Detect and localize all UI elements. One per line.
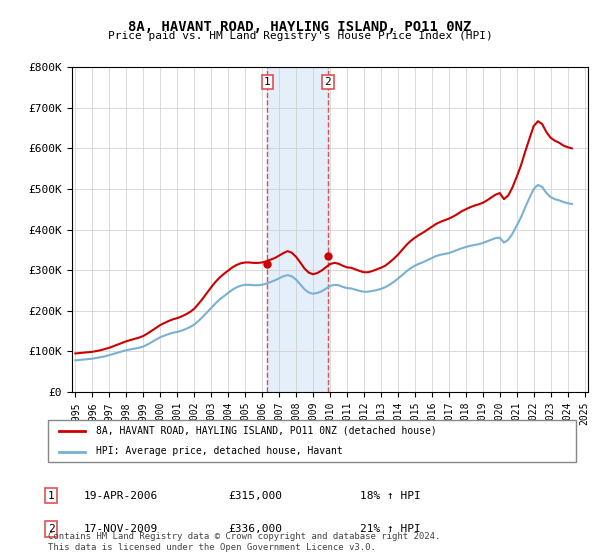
Text: Contains HM Land Registry data © Crown copyright and database right 2024.
This d: Contains HM Land Registry data © Crown c… <box>48 532 440 552</box>
Text: 1: 1 <box>264 77 271 87</box>
Bar <box>267 67 328 392</box>
Text: 17-NOV-2009: 17-NOV-2009 <box>84 524 158 534</box>
Text: 8A, HAVANT ROAD, HAYLING ISLAND, PO11 0NZ (detached house): 8A, HAVANT ROAD, HAYLING ISLAND, PO11 0N… <box>95 426 436 436</box>
Text: 1: 1 <box>47 491 55 501</box>
Text: 8A, HAVANT ROAD, HAYLING ISLAND, PO11 0NZ: 8A, HAVANT ROAD, HAYLING ISLAND, PO11 0N… <box>128 20 472 34</box>
Text: HPI: Average price, detached house, Havant: HPI: Average price, detached house, Hava… <box>95 446 342 456</box>
Text: 2: 2 <box>47 524 55 534</box>
Text: £315,000: £315,000 <box>228 491 282 501</box>
Text: 21% ↑ HPI: 21% ↑ HPI <box>360 524 421 534</box>
Text: £336,000: £336,000 <box>228 524 282 534</box>
Text: 18% ↑ HPI: 18% ↑ HPI <box>360 491 421 501</box>
Text: 19-APR-2006: 19-APR-2006 <box>84 491 158 501</box>
Text: 2: 2 <box>325 77 331 87</box>
FancyBboxPatch shape <box>48 420 576 462</box>
Text: Price paid vs. HM Land Registry's House Price Index (HPI): Price paid vs. HM Land Registry's House … <box>107 31 493 41</box>
